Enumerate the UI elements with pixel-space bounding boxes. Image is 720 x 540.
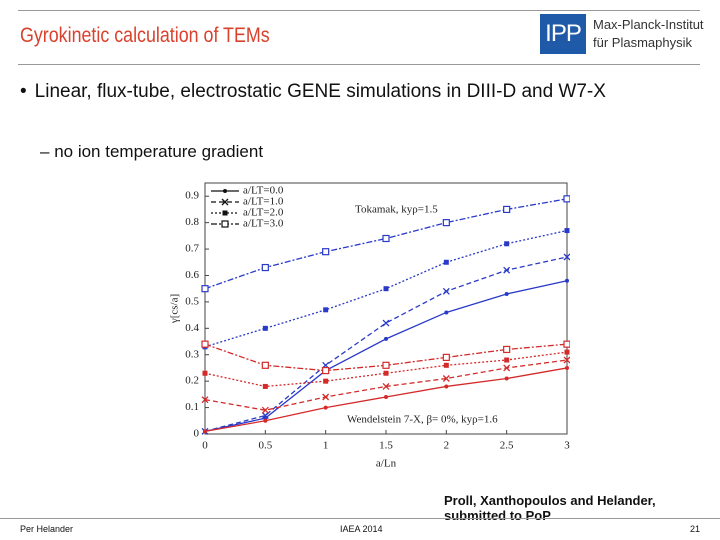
header-rule	[18, 64, 700, 65]
marker	[504, 291, 509, 296]
y-tick-label: 0.1	[185, 401, 199, 413]
marker	[563, 195, 570, 203]
y-tick-label: 0.4	[185, 322, 199, 334]
marker	[442, 353, 450, 361]
x-tick-label: 0	[202, 440, 208, 452]
marker	[262, 325, 268, 331]
marker	[261, 412, 269, 419]
y-tick-label: 0.7	[185, 243, 199, 255]
marker	[564, 228, 570, 234]
marker	[384, 336, 388, 341]
marker	[382, 361, 390, 369]
top-rule	[18, 10, 700, 11]
sub-bullet: – no ion temperature gradient	[40, 142, 264, 161]
footer-event: IAEA 2014	[340, 524, 383, 534]
marker	[221, 220, 229, 228]
marker	[442, 375, 450, 382]
bullet: • Linear, flux-tube, electrostatic GENE s…	[20, 80, 700, 103]
marker	[202, 370, 208, 376]
footer-author: Per Helander	[20, 524, 74, 534]
marker	[503, 364, 511, 372]
page-number: 21	[690, 524, 701, 534]
institute: für Plasmaphysik	[593, 35, 692, 50]
footer-rule	[0, 518, 720, 519]
marker	[201, 396, 209, 404]
x-axis-label: a/Ln	[376, 458, 397, 470]
marker	[504, 376, 509, 381]
marker	[261, 406, 269, 414]
marker	[503, 266, 511, 274]
marker	[322, 393, 330, 401]
marker	[503, 205, 511, 214]
marker	[443, 259, 449, 265]
marker	[322, 366, 330, 375]
x-tick-label: 2.5	[500, 440, 514, 452]
marker	[262, 383, 268, 389]
marker	[223, 189, 227, 193]
marker	[222, 210, 228, 216]
y-tick-label: 0.8	[185, 216, 199, 228]
y-tick-label: 0.2	[185, 375, 199, 387]
marker	[443, 362, 449, 368]
marker	[504, 357, 510, 363]
marker	[382, 382, 390, 390]
marker	[442, 287, 450, 295]
marker	[563, 340, 570, 348]
x-tick-label: 2	[444, 440, 450, 452]
legend-label: a/LT=0.0	[243, 185, 284, 197]
x-tick-label: 1	[323, 440, 329, 452]
slide-title: Gyrokinetic calculation of TEMs	[20, 24, 270, 47]
series-line	[204, 280, 568, 432]
marker	[565, 365, 569, 370]
marker	[564, 349, 570, 355]
annotation: Tokamak, kyρ=1.5	[355, 204, 438, 216]
legend-label: a/LT=3.0	[243, 218, 284, 230]
series-line	[204, 351, 568, 388]
marker	[383, 286, 389, 292]
marker	[504, 241, 510, 247]
citation: Proll, Xanthopoulos and Helander, submit…	[444, 493, 656, 523]
legend-label: a/LT=1.0	[243, 196, 284, 208]
marker	[444, 384, 449, 389]
x-tick-label: 3	[564, 440, 570, 452]
y-tick-label: 0.5	[185, 295, 199, 307]
marker	[563, 253, 570, 261]
marker	[503, 345, 511, 354]
marker	[261, 263, 269, 272]
marker	[203, 429, 207, 434]
marker	[383, 370, 389, 376]
marker	[221, 198, 229, 206]
marker	[563, 356, 570, 364]
y-axis-label: γ[cs/a]	[169, 294, 181, 324]
marker	[565, 278, 569, 283]
series-line	[204, 256, 568, 432]
legend-label: a/LT=2.0	[243, 207, 284, 219]
marker	[384, 395, 388, 400]
y-tick-label: 0.9	[185, 190, 199, 202]
sub-bullet-text: no ion temperature gradient	[54, 142, 264, 161]
marker	[201, 285, 209, 293]
x-tick-label: 1.5	[379, 440, 393, 452]
marker	[442, 219, 450, 227]
annotation: Wendelstein 7-X, β= 0%, kyρ=1.6	[347, 414, 498, 426]
chart: 0 0.1 0.2 0.3 0.4 0.5 0.6 0.7 0.8 0.9 0 0.5 1 1.5 2 2.5…	[169, 182, 570, 470]
marker	[444, 310, 449, 315]
x-tick-label: 0.5	[258, 440, 272, 452]
marker	[263, 418, 268, 423]
marker	[323, 307, 329, 313]
marker	[382, 319, 390, 327]
marker	[261, 361, 269, 369]
y-tick-label: 0	[194, 428, 200, 440]
marker	[201, 340, 209, 348]
institute: Max-Planck-Institut	[593, 17, 704, 32]
bullet-text: Linear, flux-tube, electrostatic GENE si…	[34, 81, 606, 102]
marker	[322, 248, 330, 256]
y-tick-label: 0.6	[185, 269, 199, 281]
marker	[323, 378, 329, 384]
logo: IPP	[540, 14, 586, 54]
marker	[323, 405, 328, 410]
marker	[382, 234, 390, 243]
y-tick-label: 0.3	[185, 348, 199, 360]
